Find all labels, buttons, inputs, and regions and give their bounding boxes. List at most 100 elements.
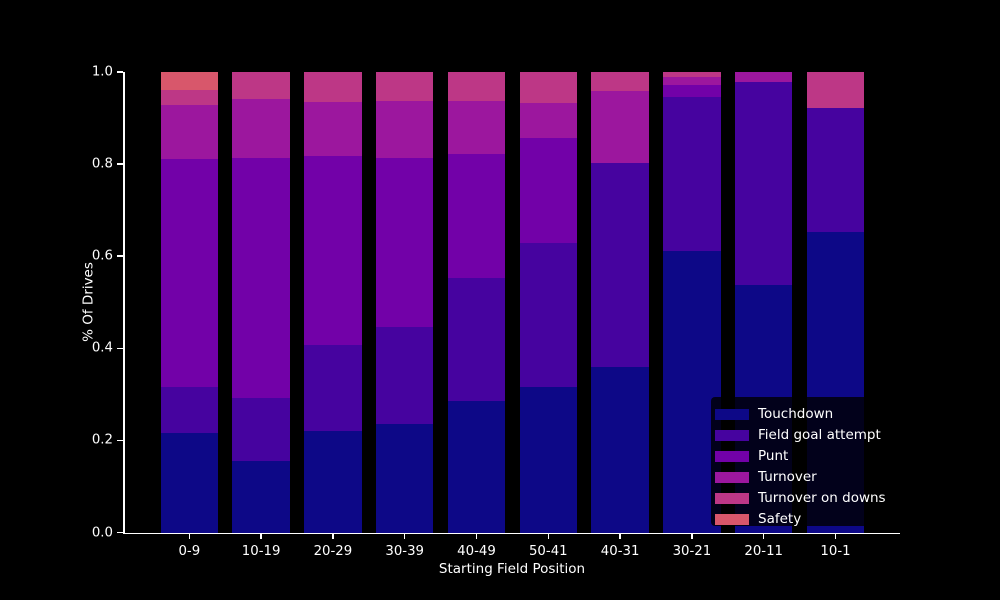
bar-0-9 [160,72,219,533]
bar-segment-turnover-on-downs [519,72,578,103]
legend-item-punt: Punt [715,446,893,467]
bar-segment-field-goal-attempt [734,81,793,286]
legend-label: Punt [758,447,789,464]
bar-segment-turnover [160,104,219,159]
x-tick-label: 30-39 [385,544,425,559]
bar-segment-touchdown [519,386,578,533]
legend-item-safety: Safety [715,509,893,530]
x-tick [619,533,621,540]
bar-segment-touchdown [304,431,362,533]
bar-segment-field-goal-attempt [519,243,578,387]
x-tick [834,533,837,540]
x-tick-label: 50-41 [528,544,568,559]
y-tick [117,163,124,165]
x-tick-label: 30-21 [672,544,712,559]
y-axis-spine [123,72,125,534]
bar-segment-touchdown [591,366,649,533]
legend-label: Turnover on downs [758,489,886,506]
bar-segment-punt [160,158,219,388]
bar-segment-turnover-on-downs [447,72,506,101]
y-tick-label: 1.0 [91,64,113,80]
bar-segment-turnover-on-downs [375,72,434,101]
bar-10-19 [232,72,290,533]
bar-segment-turnover-on-downs [232,72,290,99]
bar-segment-punt [375,158,434,328]
bar-segment-turnover-on-downs [160,90,219,105]
x-tick-label: 20-11 [744,544,784,559]
bar-segment-turnover [734,72,793,82]
legend-item-field-goal-attempt: Field goal attempt [715,425,893,446]
bar-segment-touchdown [375,423,434,533]
x-tick-label: 0-9 [178,544,201,559]
x-tick-label: 10-19 [241,544,281,559]
bar-40-31 [591,72,649,533]
y-tick-label: 0.0 [91,524,113,540]
legend-swatch-turnover [715,472,749,483]
legend-swatch-touchdown [715,409,749,420]
legend-swatch-field-goal-attempt [715,430,749,441]
y-axis-label: % Of Drives [80,262,97,343]
x-tick [260,533,262,540]
bar-segment-turnover-on-downs [304,72,362,102]
bar-segment-turnover [375,100,434,159]
legend-item-touchdown: Touchdown [715,404,893,425]
legend-swatch-safety [715,514,749,525]
x-tick [188,533,191,540]
x-axis-label: Starting Field Position [438,561,586,577]
bar-segment-turnover-on-downs [663,72,721,77]
bar-30-21 [663,72,721,533]
y-tick [117,71,124,73]
bar-segment-field-goal-attempt [447,278,506,401]
x-axis-spine [123,532,900,534]
x-tick [691,533,693,540]
x-tick [332,533,334,540]
x-tick [762,533,765,540]
bar-50-41 [519,72,578,533]
bar-segment-field-goal-attempt [663,97,721,252]
bar-segment-punt [663,85,721,98]
bar-segment-field-goal-attempt [591,163,649,367]
bar-segment-punt [232,158,290,399]
y-tick-label: 0.6 [91,248,113,264]
bar-segment-turnover [519,102,578,138]
legend-label: Touchdown [758,405,834,422]
bar-segment-turnover [591,91,649,164]
bar-segment-turnover [304,101,362,156]
legend-label: Turnover [758,468,817,485]
bar-30-39 [375,72,434,533]
x-tick [403,533,406,540]
legend-label: Safety [758,510,802,527]
bar-segment-turnover [447,100,506,155]
bar-segment-turnover [232,98,290,159]
legend-swatch-punt [715,451,749,462]
bar-segment-field-goal-attempt [232,398,290,462]
bar-20-29 [304,72,362,533]
bar-segment-touchdown [160,433,219,533]
x-tick-label: 10-1 [820,544,851,559]
bar-segment-turnover-on-downs [806,72,865,108]
y-tick-label: 0.2 [91,432,113,448]
x-tick [547,533,550,540]
x-tick-label: 40-49 [457,544,496,559]
legend-item-turnover: Turnover [715,467,893,488]
bar-40-49 [447,72,506,533]
x-tick-label: 20-29 [313,544,353,559]
x-tick-label: 40-31 [600,544,640,559]
bar-segment-field-goal-attempt [160,387,219,434]
bar-segment-punt [304,155,362,346]
legend-swatch-turnover-on-downs [715,493,749,504]
bar-segment-touchdown [447,400,506,533]
x-tick [475,533,478,540]
bar-segment-field-goal-attempt [806,107,865,233]
y-tick [117,255,124,257]
bar-segment-touchdown [232,461,290,533]
bar-segment-turnover-on-downs [591,72,649,92]
y-tick [117,347,124,350]
bar-segment-punt [447,154,506,279]
legend-item-turnover-on-downs: Turnover on downs [715,488,893,509]
bar-segment-field-goal-attempt [375,327,434,424]
bar-segment-safety [160,72,219,91]
bar-segment-punt [519,137,578,244]
bar-segment-field-goal-attempt [304,345,362,432]
